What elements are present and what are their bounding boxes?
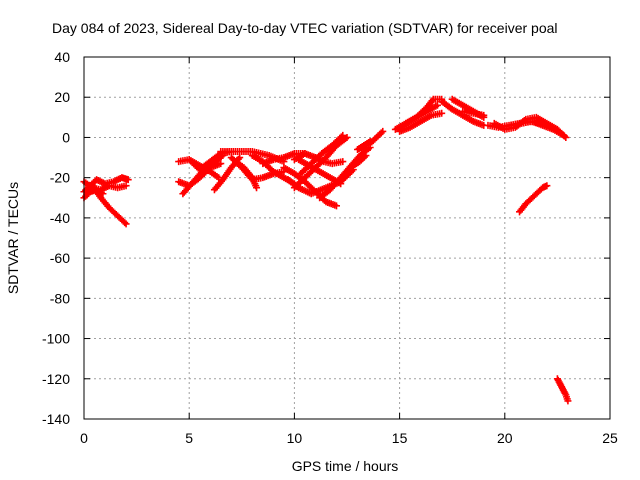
y-tick-label: -100 xyxy=(42,331,70,347)
y-tick-label: -60 xyxy=(50,250,70,266)
series-track-22 xyxy=(349,152,370,170)
x-tick-label: 0 xyxy=(80,430,88,446)
point-marks xyxy=(88,182,130,228)
series-track-32 xyxy=(490,113,570,141)
plot-frame xyxy=(83,56,611,420)
point-marks xyxy=(231,158,261,192)
x-tick-label: 5 xyxy=(185,430,193,446)
chart-title: Day 084 of 2023, Sidereal Day-to-day VTE… xyxy=(52,20,558,36)
y-tick-label: 40 xyxy=(54,49,70,65)
point-marks xyxy=(507,117,568,139)
series-track-33 xyxy=(507,117,568,139)
point-marks xyxy=(516,182,551,216)
y-tick-label: -80 xyxy=(50,290,70,306)
point-marks xyxy=(553,375,572,405)
y-tick-label: 0 xyxy=(62,129,70,145)
x-tick-label: 25 xyxy=(602,430,618,446)
point-marks xyxy=(396,109,446,135)
point-marks xyxy=(290,150,347,168)
y-tick-label: -120 xyxy=(42,371,70,387)
y-tick-label: -20 xyxy=(50,170,70,186)
point-marks xyxy=(438,97,488,129)
series-track-35 xyxy=(553,375,572,405)
series-track-04 xyxy=(88,182,130,228)
series-track-12 xyxy=(231,158,261,192)
series-track-26 xyxy=(396,109,446,135)
y-tick-label: -40 xyxy=(50,210,70,226)
series-track-34 xyxy=(516,182,551,216)
y-axis-label: SDTVAR / TECUs xyxy=(5,182,21,294)
series-track-28 xyxy=(438,97,488,129)
point-marks xyxy=(490,113,570,141)
series-track-27 xyxy=(402,95,446,127)
point-marks xyxy=(402,95,446,127)
axes: 0 5 10 15 20 25 40 20 0 -20 -40 -60 -80 -100 -120 -140 xyxy=(42,49,618,446)
y-tick-label: 20 xyxy=(54,89,70,105)
point-marks xyxy=(349,152,370,170)
series-track-24 xyxy=(366,127,387,147)
x-axis-label: GPS time / hours xyxy=(292,458,399,474)
series-track-20 xyxy=(290,150,347,168)
x-tick-label: 10 xyxy=(287,430,303,446)
series-track-30 xyxy=(459,107,488,119)
grid xyxy=(84,57,610,419)
point-marks xyxy=(366,127,387,147)
x-tick-label: 20 xyxy=(497,430,513,446)
point-marks xyxy=(459,107,488,119)
y-tick-label: -140 xyxy=(42,411,70,427)
x-tick-label: 15 xyxy=(392,430,408,446)
data-points xyxy=(80,95,572,405)
